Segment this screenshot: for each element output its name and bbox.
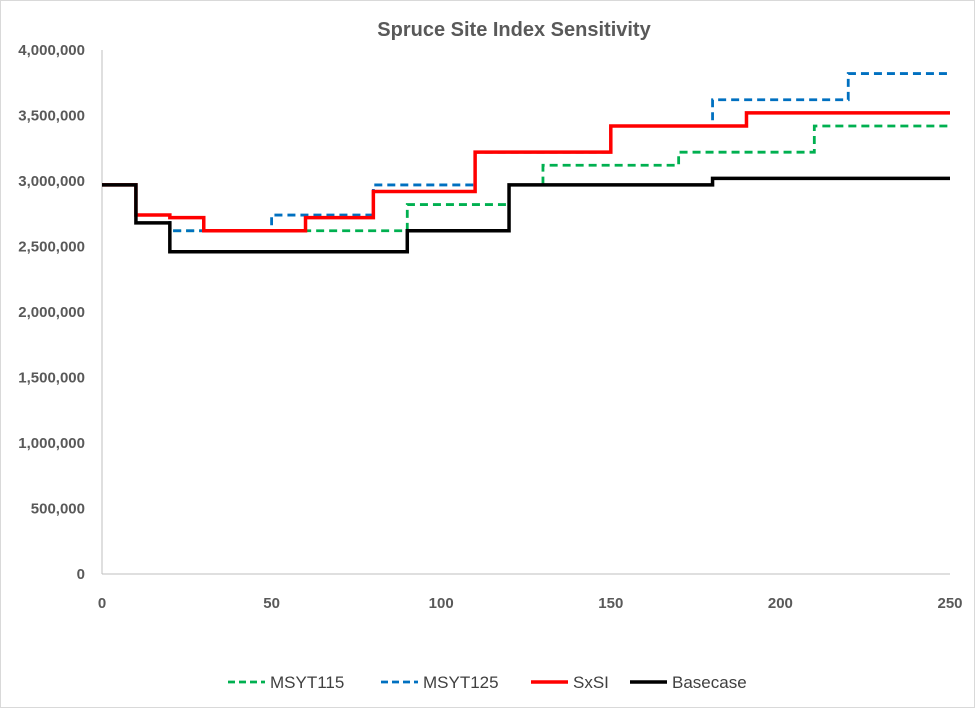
x-tick-label: 100 — [429, 595, 454, 612]
y-tick-label: 2,500,000 — [18, 239, 85, 256]
series-line-msyt125 — [102, 72, 950, 233]
axes: 0 500,000 1,000,000 1,500,000 2,000,000 2,500… — [18, 42, 962, 612]
y-tick-label: 500,000 — [31, 501, 85, 518]
chart-title: Spruce Site Index Sensitivity — [377, 19, 651, 41]
y-tick-label: 3,000,000 — [18, 173, 85, 190]
x-tick-label: 200 — [768, 595, 793, 612]
x-tick-label: 50 — [263, 595, 280, 612]
y-tick-label: 4,000,000 — [18, 42, 85, 59]
series-line-basecase — [102, 176, 950, 254]
x-tick-label: 150 — [598, 595, 623, 612]
x-tick-label: 250 — [937, 595, 962, 612]
y-tick-label: 1,500,000 — [18, 370, 85, 387]
x-tick-label: 0 — [98, 595, 106, 612]
series-lines — [102, 72, 950, 254]
legend-label-sxsi: SxSI — [573, 673, 609, 692]
y-tick-label: 2,000,000 — [18, 304, 85, 321]
series-line-sxsi — [102, 111, 950, 233]
y-tick-label: 3,500,000 — [18, 108, 85, 125]
legend-label-msyt115: MSYT115 — [270, 673, 344, 692]
legend-label-msyt125: MSYT125 — [423, 673, 499, 692]
y-tick-label: 1,000,000 — [18, 435, 85, 452]
legend: MSYT115 MSYT125 SxSI Basecase — [228, 673, 747, 692]
legend-label-basecase: Basecase — [672, 673, 747, 692]
y-tick-label: 0 — [77, 566, 85, 583]
